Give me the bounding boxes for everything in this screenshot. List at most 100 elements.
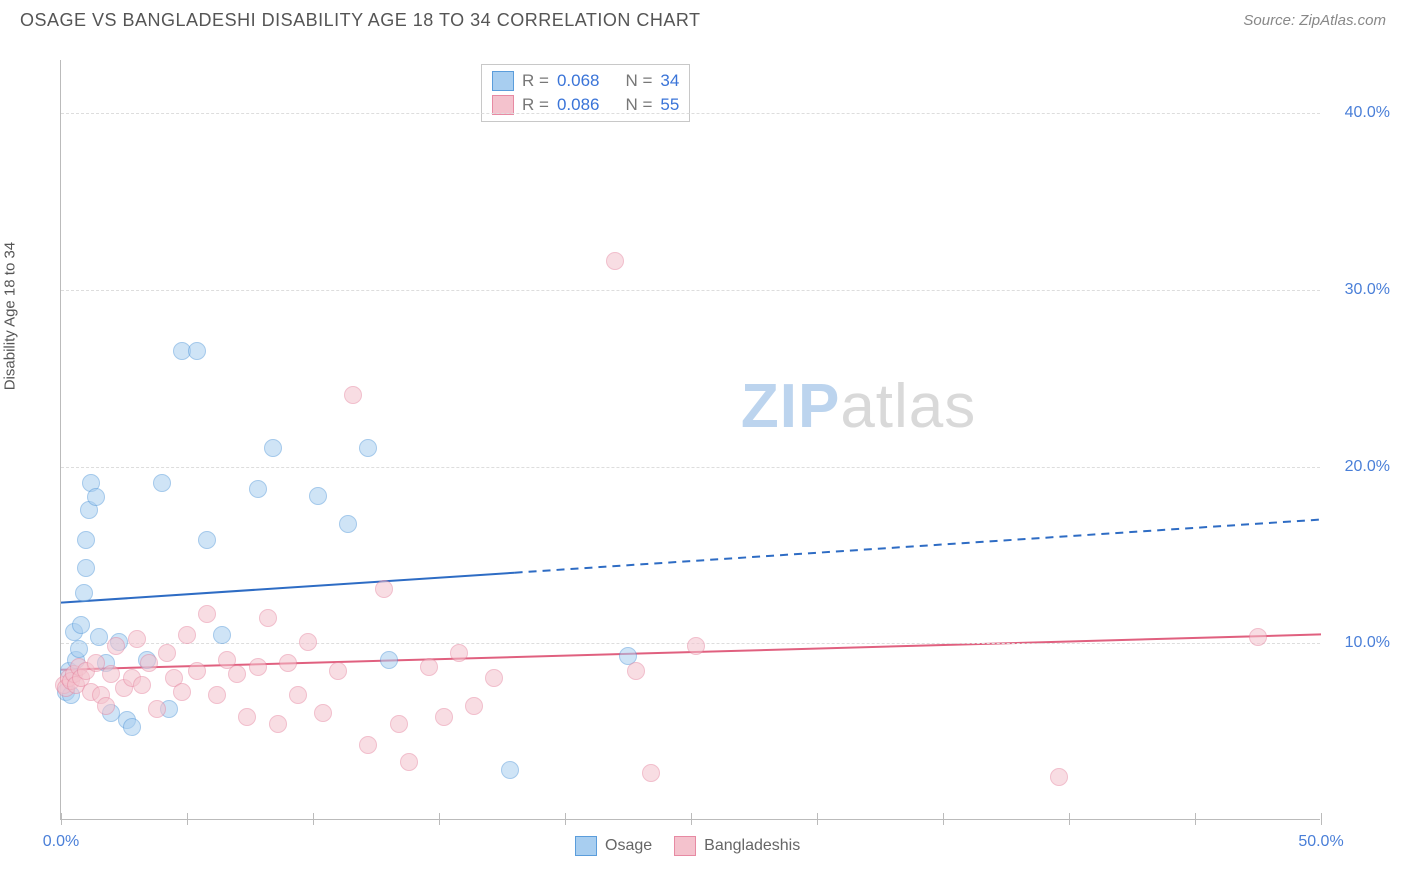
scatter-point: [140, 654, 158, 672]
x-tick: [1321, 813, 1322, 825]
scatter-point: [390, 715, 408, 733]
y-tick-label: 40.0%: [1345, 104, 1390, 122]
scatter-point: [329, 662, 347, 680]
scatter-point: [269, 715, 287, 733]
x-tick: [61, 813, 62, 825]
scatter-point: [642, 764, 660, 782]
legend-n-label: N =: [625, 71, 652, 91]
scatter-point: [450, 644, 468, 662]
legend-corr-row: R = 0.068 N = 34: [492, 69, 679, 93]
scatter-point: [90, 628, 108, 646]
chart-title: OSAGE VS BANGLADESHI DISABILITY AGE 18 T…: [20, 10, 701, 31]
legend-n-value: 34: [660, 71, 679, 91]
trend-line-solid: [61, 573, 515, 603]
trend-line-dashed: [515, 520, 1321, 573]
scatter-point: [485, 669, 503, 687]
scatter-point: [153, 474, 171, 492]
scatter-point: [380, 651, 398, 669]
scatter-point: [198, 531, 216, 549]
scatter-point: [87, 488, 105, 506]
scatter-point: [339, 515, 357, 533]
legend-series-name: Osage: [605, 837, 652, 855]
scatter-point: [627, 662, 645, 680]
scatter-point: [420, 658, 438, 676]
scatter-point: [158, 644, 176, 662]
scatter-point: [465, 697, 483, 715]
legend-item: Osage: [575, 836, 652, 856]
legend-r-value: 0.068: [557, 71, 600, 91]
scatter-point: [198, 605, 216, 623]
gridline: [61, 113, 1320, 114]
x-tick: [817, 813, 818, 825]
legend-n-label: N =: [625, 95, 652, 115]
legend-item: Bangladeshis: [674, 836, 800, 856]
watermark-atlas: atlas: [840, 372, 976, 441]
scatter-point: [75, 584, 93, 602]
scatter-point: [400, 753, 418, 771]
scatter-point: [259, 609, 277, 627]
source-value: ZipAtlas.com: [1299, 12, 1386, 29]
x-tick: [439, 813, 440, 825]
x-tick: [943, 813, 944, 825]
source-attribution: Source: ZipAtlas.com: [1243, 12, 1386, 29]
x-tick: [565, 813, 566, 825]
series-legend: Osage Bangladeshis: [575, 836, 800, 856]
legend-swatch: [492, 95, 514, 115]
scatter-point: [375, 580, 393, 598]
scatter-point: [228, 665, 246, 683]
scatter-point: [77, 531, 95, 549]
y-tick-label: 20.0%: [1345, 458, 1390, 476]
trendlines-svg: [61, 60, 1321, 820]
scatter-point: [72, 616, 90, 634]
scatter-point: [133, 676, 151, 694]
scatter-point: [344, 386, 362, 404]
gridline: [61, 467, 1320, 468]
scatter-point: [309, 487, 327, 505]
scatter-point: [1249, 628, 1267, 646]
scatter-point: [188, 662, 206, 680]
x-tick-label: 0.0%: [43, 833, 79, 851]
scatter-point: [1050, 768, 1068, 786]
gridline: [61, 290, 1320, 291]
scatter-point: [128, 630, 146, 648]
scatter-point: [148, 700, 166, 718]
scatter-point: [107, 637, 125, 655]
scatter-point: [173, 683, 191, 701]
scatter-point: [606, 252, 624, 270]
watermark-zip: ZIP: [741, 372, 840, 441]
legend-series-name: Bangladeshis: [704, 837, 800, 855]
legend-r-label: R =: [522, 95, 549, 115]
watermark: ZIPatlas: [741, 371, 976, 442]
legend-r-label: R =: [522, 71, 549, 91]
chart-container: Disability Age 18 to 34 ZIPatlas R =0.06…: [20, 50, 1386, 862]
scatter-point: [208, 686, 226, 704]
plot-area: ZIPatlas R =0.068N =34R =0.086N =55 10.0…: [60, 60, 1320, 820]
scatter-point: [70, 640, 88, 658]
x-tick: [1069, 813, 1070, 825]
scatter-point: [359, 439, 377, 457]
x-tick: [1195, 813, 1196, 825]
scatter-point: [77, 559, 95, 577]
scatter-point: [314, 704, 332, 722]
legend-r-value: 0.086: [557, 95, 600, 115]
x-tick-label: 50.0%: [1298, 833, 1343, 851]
scatter-point: [264, 439, 282, 457]
scatter-point: [435, 708, 453, 726]
legend-swatch: [674, 836, 696, 856]
y-tick-label: 30.0%: [1345, 281, 1390, 299]
scatter-point: [213, 626, 231, 644]
scatter-point: [97, 697, 115, 715]
x-tick: [313, 813, 314, 825]
y-axis-label: Disability Age 18 to 34: [2, 242, 19, 390]
scatter-point: [279, 654, 297, 672]
legend-n-value: 55: [660, 95, 679, 115]
scatter-point: [501, 761, 519, 779]
source-label: Source:: [1243, 12, 1299, 29]
scatter-point: [123, 718, 141, 736]
scatter-point: [249, 658, 267, 676]
scatter-point: [249, 480, 267, 498]
scatter-point: [188, 342, 206, 360]
y-tick-label: 10.0%: [1345, 634, 1390, 652]
x-tick: [187, 813, 188, 825]
scatter-point: [178, 626, 196, 644]
